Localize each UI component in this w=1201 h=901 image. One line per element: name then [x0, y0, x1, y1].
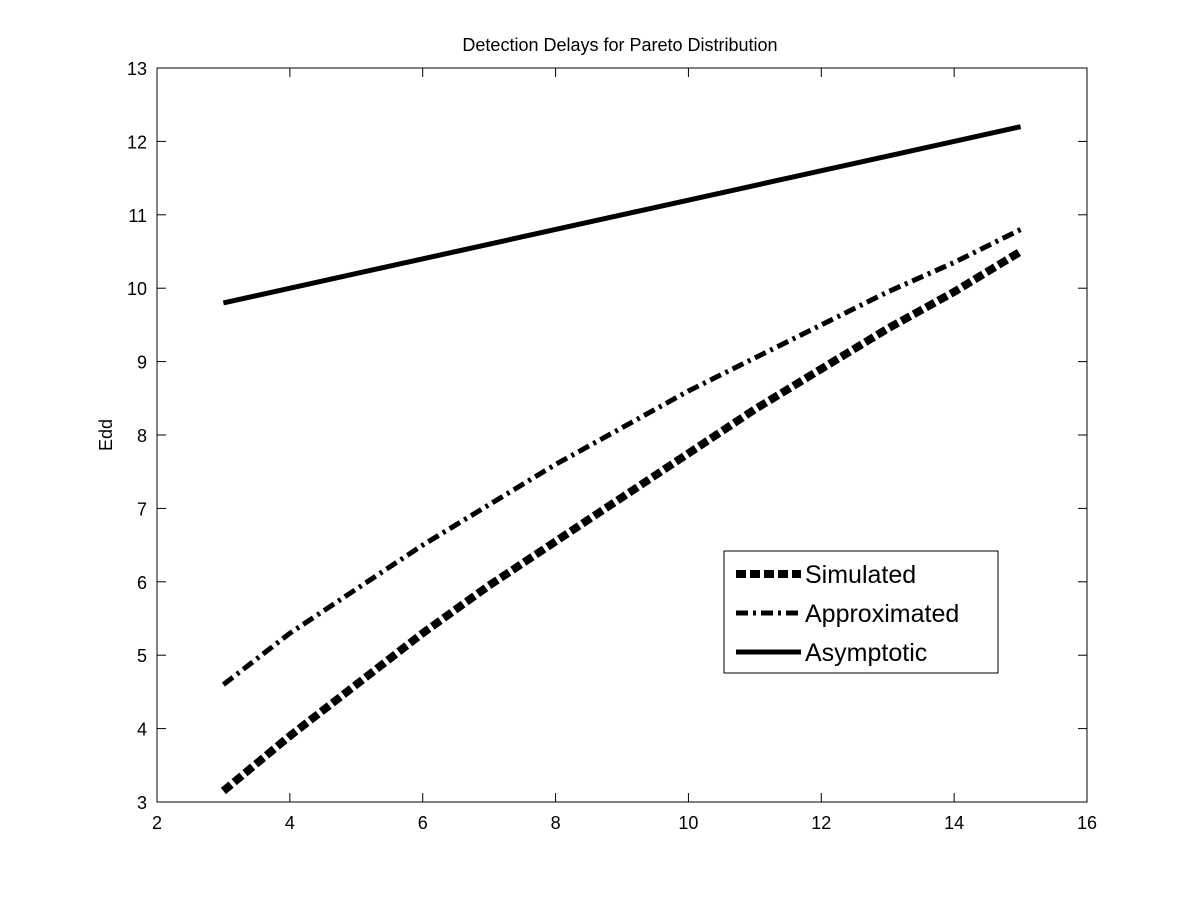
series-line-simulated: [220, 248, 1023, 795]
legend-label-simulated: Simulated: [805, 561, 916, 589]
y-tick-label: 11: [128, 206, 147, 226]
x-tick-label: 4: [285, 813, 295, 833]
x-tick-label: 16: [1077, 813, 1097, 833]
axes: 2 4 6 8 10 12 14 16 3 4 5 6 7 8 9 10 11 12 13: [127, 59, 1097, 833]
chart-title: Detection Delays for Pareto Distribution: [462, 35, 777, 55]
legend-label-approximated: Approximated: [805, 600, 959, 628]
y-tick-label: 13: [127, 59, 147, 79]
legend: Simulated Approximated Asymptotic: [723, 550, 999, 674]
y-tick-label: 4: [137, 720, 147, 740]
plot-area: [220, 124, 1023, 795]
y-tick-label: 7: [137, 499, 147, 519]
y-tick-label: 8: [137, 426, 147, 446]
y-axis-label: Edd: [96, 419, 116, 451]
y-tick-label: 9: [137, 353, 147, 373]
y-tick-label: 12: [127, 132, 147, 152]
legend-label-asymptotic: Asymptotic: [805, 639, 927, 667]
axes-frame: [156, 67, 1088, 803]
x-tick-label: 14: [944, 813, 964, 833]
y-tick-label: 10: [127, 279, 147, 299]
x-tick-label: 8: [551, 813, 561, 833]
x-tick-label: 2: [152, 813, 162, 833]
y-tick-label: 5: [137, 646, 147, 666]
series-line-asymptotic: [222, 124, 1022, 306]
y-tick-label: 6: [137, 573, 147, 593]
y-tick-label: 3: [137, 793, 147, 813]
x-tick-label: 12: [811, 813, 831, 833]
x-tick-label: 6: [418, 813, 428, 833]
x-tick-label: 10: [678, 813, 698, 833]
